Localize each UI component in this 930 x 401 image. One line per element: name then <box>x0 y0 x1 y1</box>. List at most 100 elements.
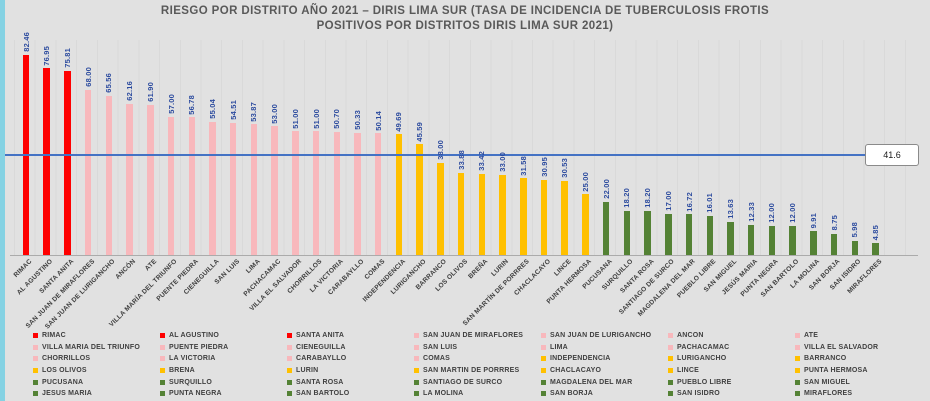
legend-item-san-miguel: SAN MIGUEL <box>795 379 922 386</box>
bar-value-label-ancon: 62.16 <box>125 81 135 102</box>
legend-swatch-santiago-de-surco <box>414 379 419 385</box>
legend-swatch-san-miguel <box>795 379 800 385</box>
legend-item-carabayllo: CARABAYLLO <box>287 355 414 362</box>
bar-jesus-maria <box>747 225 755 255</box>
bar-value-label-pueblo-libre: 16.01 <box>705 193 715 214</box>
bar-pueblo-libre <box>706 216 713 255</box>
bar-value-label-villa-el-salvador: 51.00 <box>290 108 300 129</box>
legend-swatch-san-isidro <box>668 391 673 397</box>
bar-value-label-independencia: 49.69 <box>394 111 404 132</box>
legend-item-san-bartolo: SAN BARTOLO <box>287 390 414 397</box>
legend-item-san-borja: SAN BORJA <box>541 390 668 397</box>
legend-label-puente-piedra: PUENTE PIEDRA <box>169 343 229 351</box>
bar-value-label-san-borja: 8.75 <box>829 215 839 231</box>
bar-value-label-ate: 61.90 <box>145 82 155 102</box>
bar-los-olivos <box>457 172 465 255</box>
legend-label-villa-el-salvador: VILLA EL SALVADOR <box>804 343 879 351</box>
legend-swatch-ancon <box>668 333 673 339</box>
legend-label-santa-rosa: SANTA ROSA <box>296 378 344 386</box>
legend-item-barranco: BARRANCO <box>795 355 922 362</box>
legend-swatch-brena <box>160 368 165 374</box>
bar-lima <box>250 124 258 255</box>
x-axis-label-brena: BREÑA <box>467 258 490 281</box>
bar-chaclacayo <box>540 179 548 255</box>
legend-label-san-bartolo: SAN BARTOLO <box>296 390 350 398</box>
bar-cieneguilla <box>209 121 216 255</box>
bar-ate <box>147 104 154 255</box>
bar-value-label-jesus-maria: 12.33 <box>746 202 756 223</box>
bar-magdalena-del-mar <box>685 214 693 255</box>
legend-label-villa-maria-del-triunfo: VILLA MARÍA DEL TRIUNFO <box>42 343 141 351</box>
bar-value-label-comas: 50.14 <box>373 110 383 131</box>
plot-background <box>14 40 916 255</box>
legend-swatch-jesus-maria <box>33 391 38 397</box>
legend-item-san-juan-de-lurigancho: SAN JUAN DE LURIGANCHO <box>541 332 668 339</box>
legend-item-magdalena-del-mar: MAGDALENA DEL MAR <box>541 379 668 386</box>
bar-la-molina <box>810 230 817 255</box>
bar-value-label-puente-piedra: 56.78 <box>187 94 197 115</box>
legend-swatch-san-luis <box>414 344 419 350</box>
legend-item-san-luis: SAN LUIS <box>414 344 541 351</box>
legend-label-rimac: RIMAC <box>42 332 66 340</box>
legend-label-san-miguel: SAN MIGUEL <box>804 378 850 386</box>
legend-item-santiago-de-surco: SANTIAGO DE SURCO <box>414 379 541 386</box>
legend-swatch-independencia <box>541 356 546 362</box>
legend-item-comas: COMAS <box>414 355 541 362</box>
legend-item-los-olivos: LOS OLIVOS <box>33 367 160 374</box>
bar-ancon <box>126 104 133 255</box>
legend-label-carabayllo: CARABAYLLO <box>296 355 347 363</box>
bar-value-label-surquillo: 18.20 <box>622 188 632 208</box>
bar-value-label-santa-anita: 75.81 <box>62 48 72 69</box>
bar-pucusana <box>602 201 610 255</box>
legend-swatch-santa-anita <box>287 333 292 339</box>
legend-swatch-rimac <box>33 333 38 339</box>
legend-label-punta-negra: PUNTA NEGRA <box>169 390 222 398</box>
legend-swatch-la-victoria <box>160 356 165 362</box>
legend-label-pachacamac: PACHACAMAC <box>677 343 730 351</box>
bar-value-label-lurin: 33.00 <box>498 152 508 172</box>
legend-label-san-luis: SAN LUIS <box>423 343 458 351</box>
bar-value-label-pachacamac: 53.00 <box>270 103 280 124</box>
legend-label-la-victoria: LA VICTORIA <box>169 355 216 363</box>
bar-value-label-san-miguel: 13.63 <box>725 199 735 219</box>
legend-label-brena: BREÑA <box>169 367 195 375</box>
legend-item-lince: LINCE <box>668 367 795 374</box>
bar-barranco <box>437 162 444 255</box>
bar-la-victoria <box>333 132 341 255</box>
bar-value-label-carabayllo: 50.33 <box>353 110 363 130</box>
legend-item-puente-piedra: PUENTE PIEDRA <box>160 344 287 351</box>
legend-swatch-lurigancho <box>668 356 673 362</box>
legend-item-lima: LIMA <box>541 344 668 351</box>
bar-santa-anita <box>64 71 71 255</box>
reference-line <box>5 154 865 157</box>
legend-swatch-chorrillos <box>33 356 38 362</box>
legend-swatch-san-martin-de-porrres <box>414 368 419 374</box>
legend-swatch-san-borja <box>541 391 546 397</box>
legend-label-surquillo: SURQUILLO <box>169 378 213 386</box>
legend-label-san-borja: SAN BORJA <box>550 390 594 398</box>
bar-value-label-chaclacayo: 30.95 <box>539 157 549 177</box>
legend-label-magdalena-del-mar: MAGDALENA DEL MAR <box>550 378 633 386</box>
bar-surquillo <box>623 210 631 255</box>
bar-carabayllo <box>354 132 361 255</box>
legend-item-villa-el-salvador: VILLA EL SALVADOR <box>795 344 922 351</box>
bar-value-label-san-juan-de-miraflores: 68.00 <box>83 67 93 88</box>
legend-item-santa-anita: SANTA ANITA <box>287 332 414 339</box>
bar-san-luis <box>229 122 237 255</box>
legend-swatch-san-juan-de-miraflores <box>414 333 419 339</box>
bar-villa-maria-del-triunfo <box>167 116 175 255</box>
bar-value-label-los-olivos: 33.88 <box>456 150 466 170</box>
bar-value-label-magdalena-del-mar: 16.72 <box>684 191 694 212</box>
bar-lince <box>561 180 568 255</box>
bar-san-bartolo <box>789 225 796 255</box>
bar-value-label-rimac: 82.46 <box>21 32 31 52</box>
legend-item-cieneguilla: CIENEGUILLA <box>287 344 414 351</box>
bar-value-label-punta-negra: 12.00 <box>767 203 777 223</box>
chart-legend: RIMAC AL AGUSTINO SANTA ANITA SAN JUAN DE M… <box>33 330 922 400</box>
bar-san-martin-de-porrres <box>520 178 527 255</box>
legend-label-pueblo-libre: PUEBLO LIBRE <box>677 378 732 386</box>
legend-item-lurin: LURIN <box>287 367 414 374</box>
bar-pachacamac <box>271 126 278 255</box>
legend-item-ancon: ANCÓN <box>668 332 795 339</box>
